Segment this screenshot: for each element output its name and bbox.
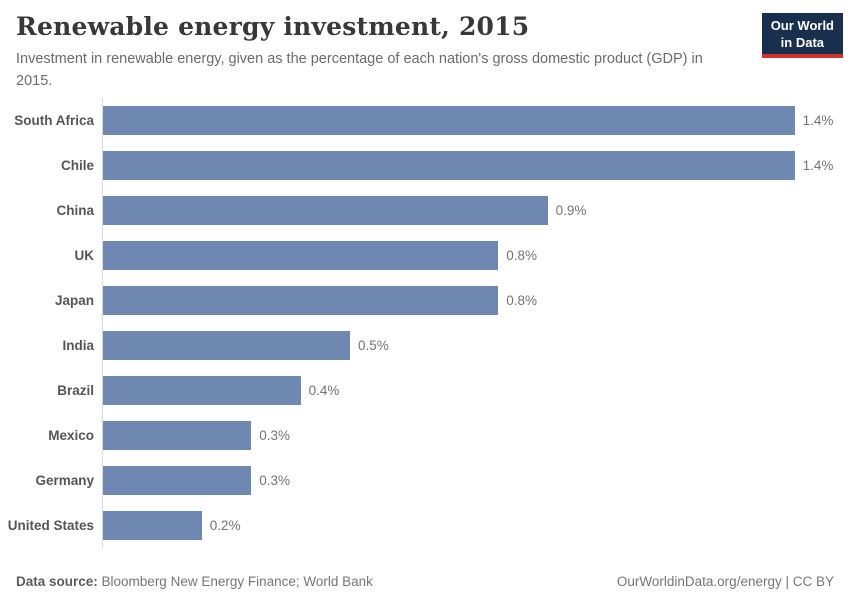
category-label: Mexico: [48, 428, 94, 443]
bar-track: 0.9%: [102, 188, 844, 233]
value-label: 0.5%: [358, 338, 389, 353]
value-label: 0.9%: [555, 203, 587, 218]
category-label: Brazil: [57, 383, 94, 398]
bar-chart: South Africa 1.4% Chile 1.4% China 0.9% …: [0, 98, 844, 548]
bar-row: Germany 0.3%: [0, 458, 844, 503]
bar-track: 0.2%: [102, 503, 844, 548]
chart-subtitle: Investment in renewable energy, given as…: [16, 51, 703, 89]
page-title: Renewable energy investment, 2015: [16, 12, 530, 41]
bar[interactable]: [103, 466, 252, 495]
bar-track: 0.4%: [102, 368, 844, 413]
value-label: 0.8%: [506, 248, 537, 263]
value-label: 0.8%: [506, 293, 537, 308]
owid-logo[interactable]: Our World in Data: [761, 13, 843, 59]
category-label: Japan: [54, 293, 94, 308]
chart-header: Renewable energy investment, 2015 Our Wo…: [0, 0, 850, 93]
value-label: 1.4%: [802, 113, 834, 128]
category-label: United States: [7, 518, 94, 533]
bar[interactable]: [103, 286, 499, 315]
category-label: Chile: [60, 158, 94, 173]
bar[interactable]: [103, 376, 301, 405]
value-label: 0.2%: [209, 518, 241, 533]
bar-row: Chile 1.4%: [0, 143, 844, 188]
category-label: South Africa: [14, 113, 94, 128]
value-label: 1.4%: [802, 158, 834, 173]
value-label: 0.4%: [308, 383, 340, 398]
bar[interactable]: [103, 106, 795, 135]
bar-track: 0.8%: [102, 233, 844, 278]
bar[interactable]: [103, 241, 499, 270]
category-label: UK: [74, 248, 95, 263]
bar-row: South Africa 1.4%: [0, 98, 844, 143]
bar-track: 1.4%: [102, 143, 844, 188]
category-label: Germany: [35, 473, 94, 488]
data-source-label: Data source:: [16, 574, 98, 589]
bar-row: Brazil 0.4%: [0, 368, 844, 413]
data-source-text: Bloomberg New Energy Finance; World Bank: [97, 574, 373, 589]
bar-track: 1.4%: [102, 98, 844, 143]
bar-row: Japan 0.8%: [0, 278, 844, 323]
bar[interactable]: [103, 196, 548, 225]
bar-track: 0.3%: [102, 458, 844, 503]
bar-row: United States 0.2%: [0, 503, 844, 548]
bar[interactable]: [103, 511, 202, 540]
value-label: 0.3%: [259, 428, 290, 443]
bar[interactable]: [103, 331, 350, 360]
bar-row: Mexico 0.3%: [0, 413, 844, 458]
bar-row: China 0.9%: [0, 188, 844, 233]
bar-track: 0.3%: [102, 413, 844, 458]
bar-row: UK 0.8%: [0, 233, 844, 278]
chart-footer: Data source: Bloomberg New Energy Financ…: [16, 574, 834, 589]
category-label: India: [62, 338, 94, 353]
bar-track: 0.8%: [102, 278, 844, 323]
bar[interactable]: [103, 151, 795, 180]
bar[interactable]: [103, 421, 252, 450]
owid-logo-line2: in Data: [780, 34, 825, 50]
bar-row: India 0.5%: [0, 323, 844, 368]
owid-logo-line1: Our World: [770, 18, 834, 33]
credit-link[interactable]: OurWorldinData.org/energy | CC BY: [616, 574, 834, 589]
category-label: China: [56, 203, 94, 218]
value-label: 0.3%: [259, 473, 290, 488]
data-source: Data source: Bloomberg New Energy Financ…: [16, 574, 373, 589]
bar-track: 0.5%: [102, 323, 844, 368]
